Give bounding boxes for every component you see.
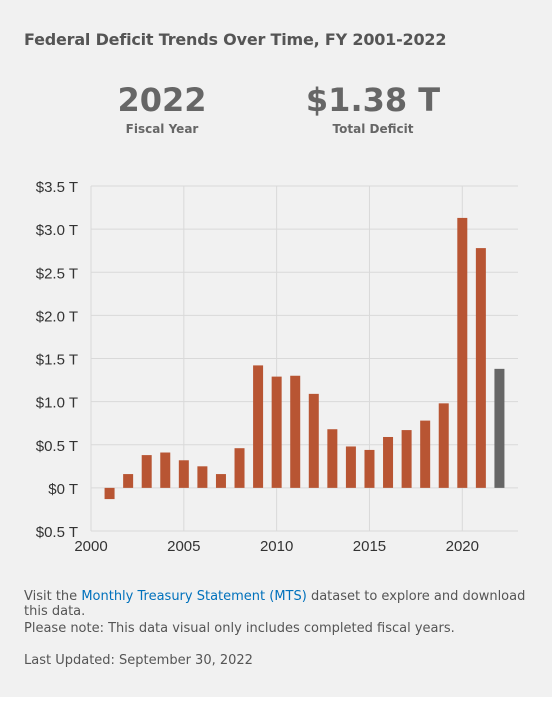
x-tick-label: 2005 <box>167 538 200 555</box>
bar-2014 <box>345 446 356 488</box>
x-tick-label: 2000 <box>74 538 107 555</box>
fiscal-year-value: 2022 <box>117 81 207 119</box>
y-tick-label: $2.0 T <box>36 308 78 325</box>
bar-2004 <box>160 452 171 488</box>
fiscal-year-stat: 2022 Fiscal Year <box>82 80 242 136</box>
bar-2017 <box>401 430 412 488</box>
bar-2008 <box>234 448 245 488</box>
mts-link[interactable]: Monthly Treasury Statement (MTS) <box>81 589 307 604</box>
bar-2001 <box>104 487 115 500</box>
total-deficit-value: $1.38 T <box>305 81 441 119</box>
chart-title: Federal Deficit Trends Over Time, FY 200… <box>24 30 447 49</box>
bar-2020 <box>457 217 468 488</box>
footer-visit-prefix: Visit the <box>24 589 82 604</box>
total-deficit-label: Total Deficit <box>332 122 414 136</box>
footer-visit-suffix: dataset to explore and download this dat… <box>24 589 526 619</box>
bar-2002 <box>123 474 134 488</box>
bar-2005 <box>178 460 189 488</box>
x-tick-label: 2010 <box>260 538 293 555</box>
bar-2012 <box>308 393 319 488</box>
y-tick-label: $3.5 T <box>36 179 78 196</box>
footer-note: Please note: This data visual only inclu… <box>24 621 455 636</box>
y-tick-label: $2.5 T <box>36 265 78 282</box>
bar-2016 <box>383 436 394 488</box>
bar-2003 <box>141 455 152 488</box>
bar-2013 <box>327 429 338 488</box>
total-deficit-stat: $1.38 T Total Deficit <box>293 80 453 136</box>
y-tick-label: $1.5 T <box>36 352 78 369</box>
bar-2019 <box>438 403 449 488</box>
bar-2010 <box>271 376 282 488</box>
y-tick-label: $0.5 T <box>36 438 78 455</box>
y-tick-label: $3.0 T <box>36 222 78 239</box>
bar-2009 <box>253 365 264 488</box>
y-tick-label: $1.0 T <box>36 395 78 412</box>
x-tick-label: 2020 <box>446 538 479 555</box>
deficit-bar-chart: $3.5 T $3.0 T $2.5 T $2.0 T $1.5 T $1.0 T $0.5… <box>36 179 518 555</box>
bar-2015 <box>364 449 375 488</box>
bar-2022 <box>494 368 505 488</box>
fiscal-year-label: Fiscal Year <box>125 122 199 136</box>
y-tick-label: $0.5 T <box>36 524 78 541</box>
footer-visit-text: Visit the Monthly Treasury Statement (MT… <box>24 589 552 619</box>
x-tick-label: 2015 <box>353 538 386 555</box>
bar-2018 <box>420 420 431 488</box>
bar-2011 <box>290 375 301 488</box>
y-tick-label: $0 T <box>48 481 78 498</box>
bar-2006 <box>197 466 208 488</box>
bar-2007 <box>215 474 226 488</box>
bar-2021 <box>475 248 486 488</box>
footer-last-updated: Last Updated: September 30, 2022 <box>24 653 253 668</box>
